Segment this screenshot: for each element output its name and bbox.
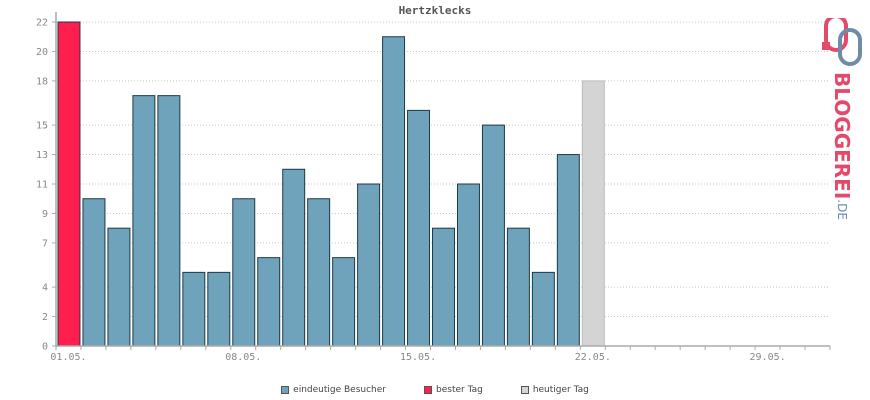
chart-legend: eindeutige Besucher bester Tag heutiger Ta… [0, 385, 870, 395]
y-tick-label: 13 [36, 150, 48, 161]
bar-20.05. [531, 271, 555, 347]
legend-label: eindeutige Besucher [293, 385, 386, 395]
bar-09.05. [257, 257, 281, 347]
bar-21.05. [556, 154, 580, 347]
legend-item-today: heutiger Tag [520, 385, 589, 395]
legend-label: bester Tag [436, 385, 483, 395]
bar-06.05. [182, 271, 206, 347]
logo-suffix: .DE [835, 199, 849, 220]
y-tick-label: 0 [42, 342, 48, 353]
bloggerei-logo-icon [822, 18, 862, 66]
legend-swatch [281, 386, 290, 394]
bar-16.05. [432, 227, 455, 347]
y-tick-label: 20 [36, 47, 48, 58]
legend-swatch [520, 386, 529, 394]
legend-item-normal: eindeutige Besucher [281, 385, 386, 395]
logo-word: BLOGGEREI [830, 72, 854, 200]
x-tick-label: 22.05. [575, 352, 611, 363]
bar-15.05. [407, 109, 431, 347]
legend-item-best: bester Tag [424, 385, 483, 395]
bar-04.05. [132, 95, 156, 347]
bar-18.05. [481, 124, 505, 347]
bar-02.05. [82, 198, 106, 347]
bar-10.05. [282, 168, 306, 347]
x-tick-label: 29.05. [750, 352, 786, 363]
y-tick-label: 7 [42, 238, 48, 249]
legend-label: heutiger Tag [532, 385, 589, 395]
chart-title: Hertzklecks [398, 4, 472, 17]
bar-05.05. [157, 95, 181, 347]
bar-22.05. [581, 80, 605, 347]
bar-07.05. [207, 271, 231, 347]
bar-13.05. [357, 183, 381, 347]
y-tick-label: 4 [42, 283, 48, 294]
bar-14.05. [382, 36, 406, 347]
bar-11.05. [307, 198, 331, 347]
y-tick-label: 15 [36, 121, 48, 132]
bloggerei-logo-text: BLOGGEREI.DE [830, 72, 854, 220]
x-tick-label: 15.05. [400, 352, 436, 363]
y-tick-label: 2 [42, 312, 48, 323]
bar-19.05. [506, 227, 530, 347]
bar-01.05. [57, 21, 81, 347]
bar-12.05. [332, 257, 356, 347]
y-tick-label: 9 [42, 209, 48, 220]
y-tick-label: 11 [36, 180, 48, 191]
x-tick-label: 01.05. [50, 352, 86, 363]
bar-17.05. [456, 183, 480, 347]
bar-08.05. [232, 198, 256, 347]
legend-swatch [424, 386, 432, 394]
x-tick-label: 08.05. [225, 352, 261, 363]
y-tick-label: 18 [36, 76, 48, 87]
bar-03.05. [107, 227, 131, 347]
y-tick-label: 22 [36, 18, 48, 29]
